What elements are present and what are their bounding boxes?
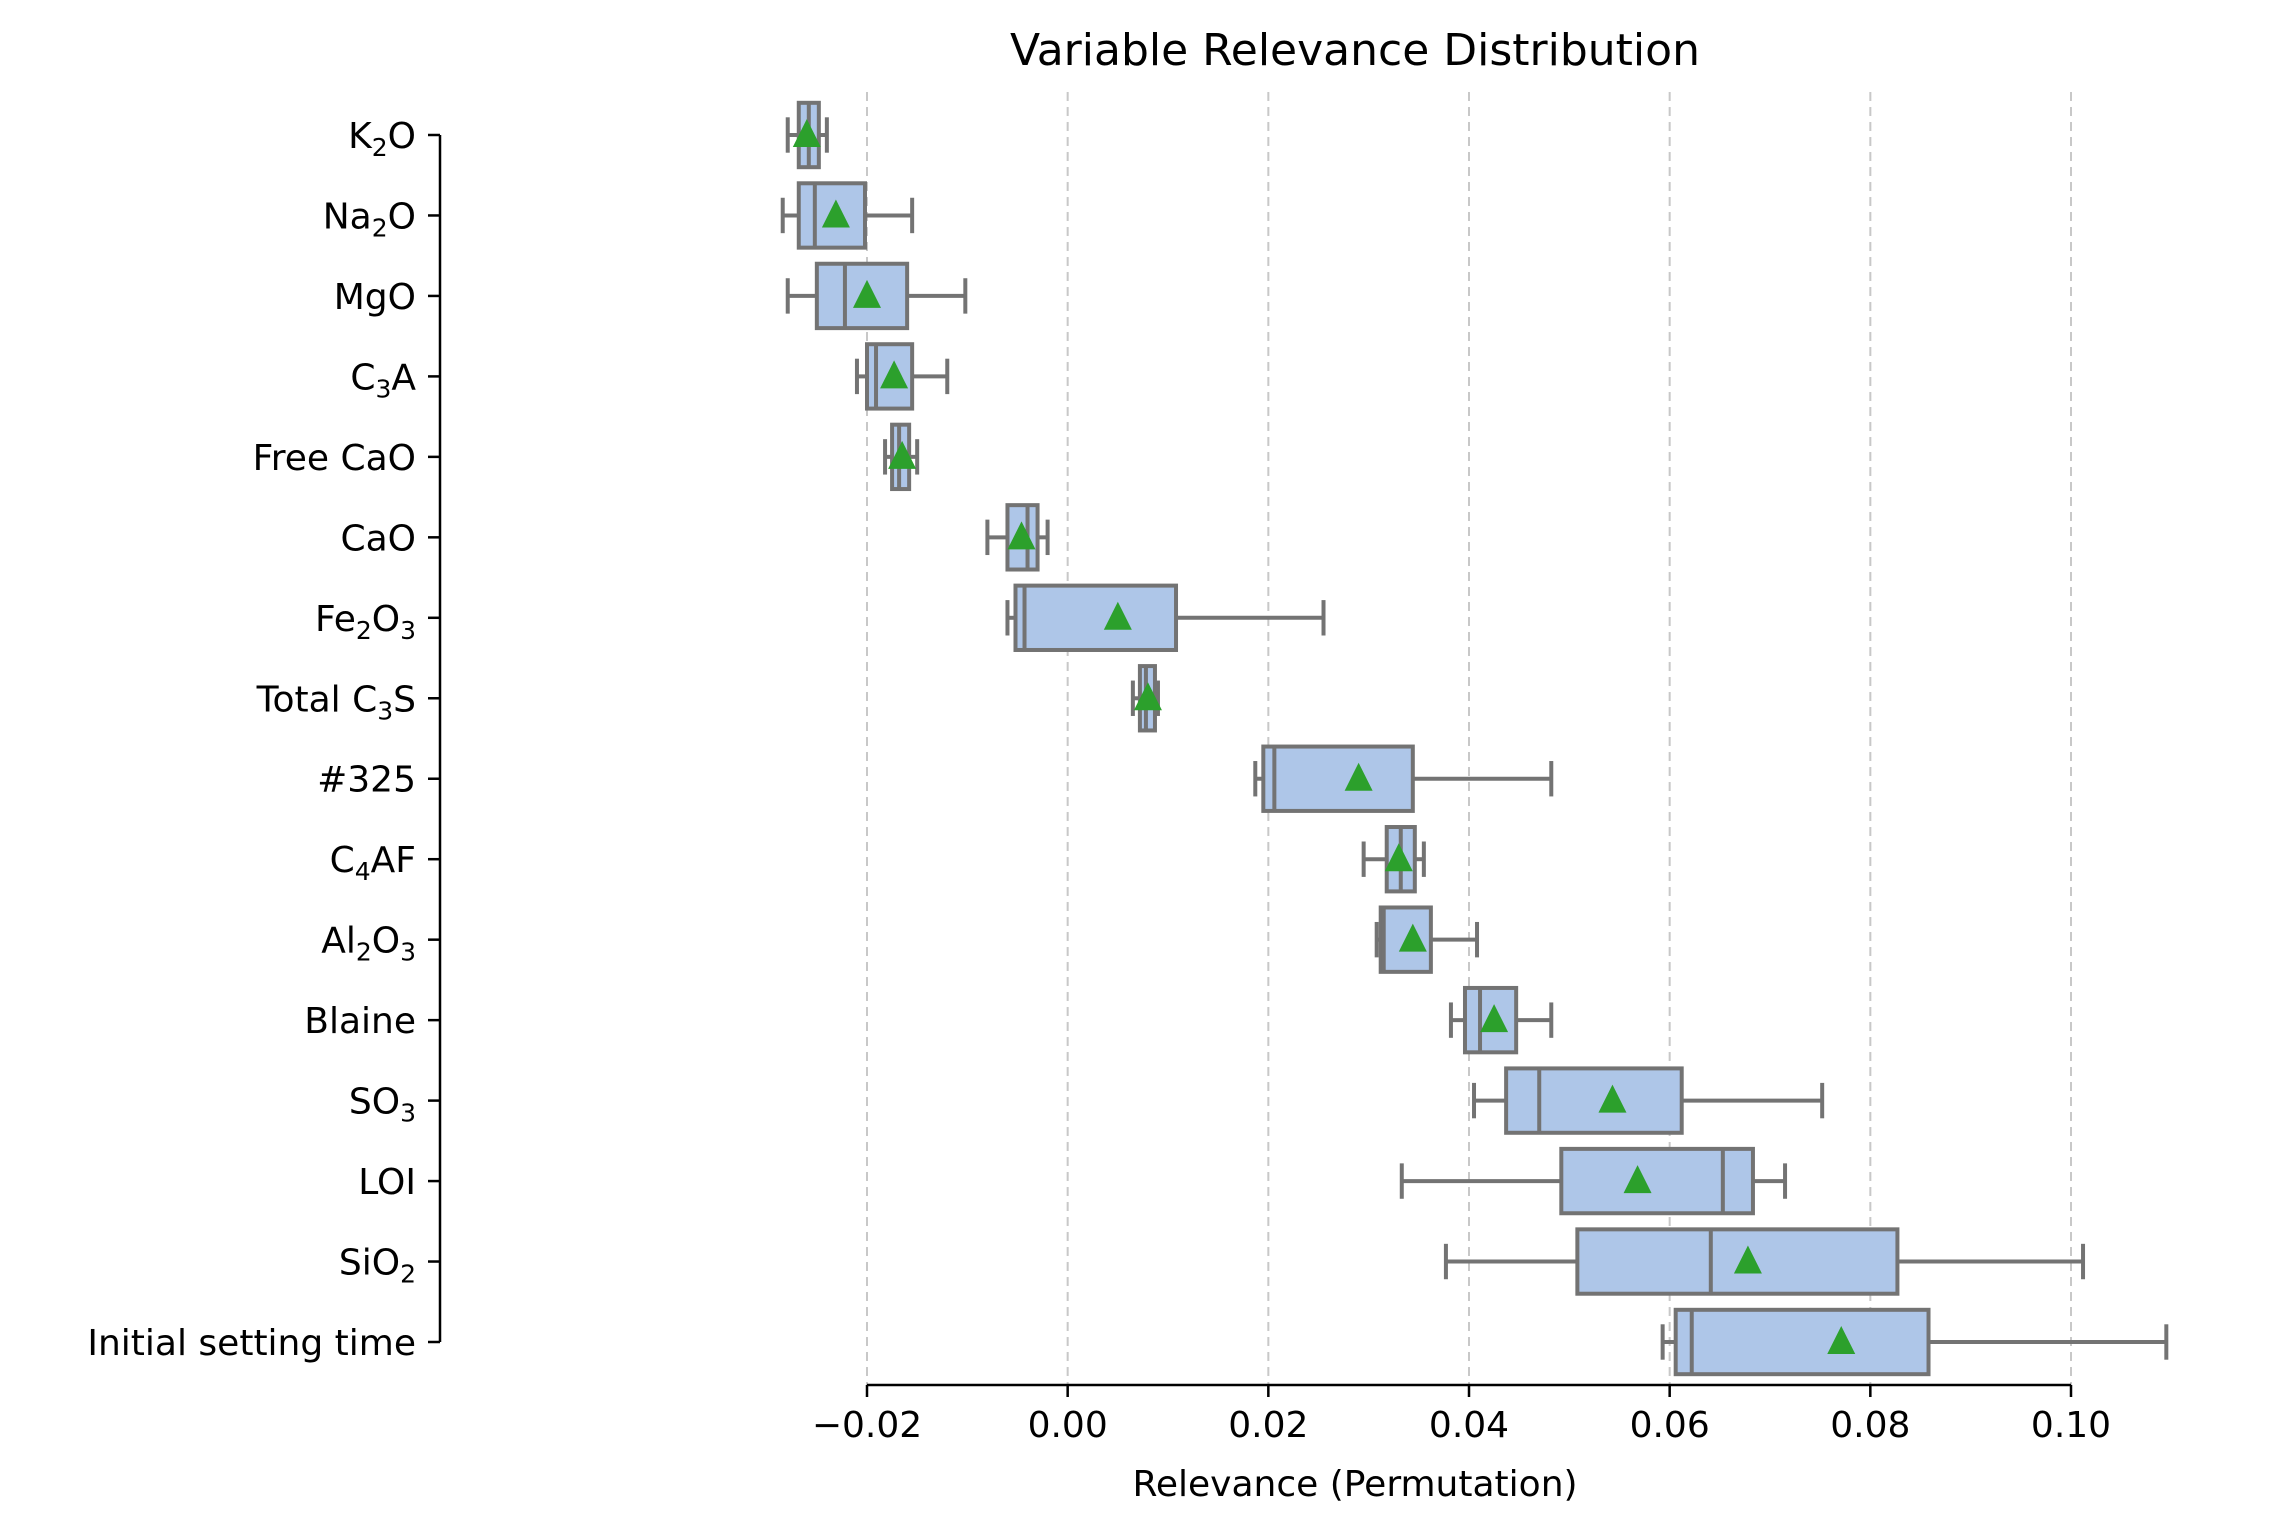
mean-marker bbox=[821, 199, 850, 228]
box-group bbox=[1443, 1227, 2086, 1296]
box-group bbox=[1660, 1307, 2169, 1377]
x-tick-label: 0.10 bbox=[2031, 1405, 2111, 1446]
y-tick-text: S bbox=[393, 679, 416, 720]
y-tick-text: K bbox=[348, 116, 373, 157]
y-tick-text: Blaine bbox=[304, 1001, 416, 1042]
boxes bbox=[780, 100, 2169, 1377]
box bbox=[1673, 1307, 1931, 1377]
y-tick-text: Al bbox=[321, 921, 356, 962]
y-tick-text: Na bbox=[323, 196, 372, 237]
box bbox=[1504, 1066, 1684, 1135]
mean-marker bbox=[1827, 1326, 1856, 1354]
axes: −0.02 0.00 0.02 0.04 0.06 0.08 0.10K2ONa2OMgOC… bbox=[87, 116, 2111, 1446]
box-group bbox=[1005, 583, 1326, 652]
mean-marker bbox=[1733, 1245, 1762, 1274]
y-tick-subscript: 2 bbox=[356, 938, 372, 967]
mean-marker bbox=[1384, 843, 1413, 872]
y-tick-subscript: 3 bbox=[375, 374, 391, 403]
y-tick-label: #325 bbox=[317, 760, 416, 801]
y-tick-subscript: 3 bbox=[400, 616, 416, 645]
y-tick-subscript: 2 bbox=[372, 213, 388, 242]
mean-marker bbox=[853, 279, 881, 308]
box-group bbox=[1374, 905, 1480, 974]
y-tick-text: O bbox=[372, 599, 400, 640]
box-group bbox=[1448, 985, 1554, 1055]
y-tick-subscript: 2 bbox=[400, 1260, 416, 1289]
y-tick-text: Initial setting time bbox=[87, 1323, 416, 1364]
mean-marker bbox=[1598, 1084, 1627, 1113]
y-tick-label: Na2O bbox=[323, 196, 416, 242]
x-tick-label: 0.08 bbox=[1830, 1405, 1910, 1446]
mean-marker bbox=[792, 119, 821, 147]
x-axis-label: Relevance (Permutation) bbox=[1132, 1464, 1577, 1505]
y-tick-text: LOI bbox=[358, 1162, 416, 1203]
y-tick-text: SiO bbox=[339, 1243, 400, 1284]
box-group bbox=[785, 100, 829, 170]
y-tick-subscript: 3 bbox=[400, 1099, 416, 1128]
box bbox=[1261, 744, 1415, 813]
y-tick-text: MgO bbox=[334, 277, 416, 318]
mean-marker bbox=[1103, 601, 1132, 630]
y-tick-text: O bbox=[388, 116, 416, 157]
y-tick-subscript: 2 bbox=[372, 133, 388, 162]
y-tick-label: Free CaO bbox=[253, 438, 416, 479]
y-tick-text: O bbox=[372, 921, 400, 962]
mean-marker bbox=[888, 440, 917, 469]
y-tick-label: C3A bbox=[350, 357, 416, 403]
mean-marker bbox=[1623, 1165, 1652, 1194]
mean-marker bbox=[1480, 1004, 1509, 1033]
y-tick-label: K2O bbox=[348, 116, 416, 162]
box bbox=[1575, 1227, 1900, 1296]
mean-marker bbox=[1398, 923, 1427, 952]
chart-title: Variable Relevance Distribution bbox=[1010, 25, 1700, 76]
y-tick-text: C bbox=[330, 840, 355, 881]
y-tick-text: SO bbox=[349, 1082, 400, 1123]
y-tick-label: C4AF bbox=[330, 840, 416, 886]
y-tick-label: MgO bbox=[334, 277, 416, 318]
y-tick-label: Blaine bbox=[304, 1001, 416, 1042]
y-tick-text: C bbox=[350, 357, 375, 398]
y-tick-label: Al2O3 bbox=[321, 921, 416, 967]
box-group bbox=[1130, 664, 1162, 733]
y-tick-label: Total C3S bbox=[256, 679, 416, 725]
box-group bbox=[1361, 825, 1426, 894]
box-group bbox=[1253, 744, 1554, 813]
y-tick-text: A bbox=[391, 357, 416, 398]
box-group bbox=[1399, 1146, 1788, 1216]
x-tick-label: 0.00 bbox=[1028, 1405, 1108, 1446]
y-tick-text: Total C bbox=[256, 679, 378, 720]
y-tick-subscript: 2 bbox=[356, 616, 372, 645]
y-tick-subscript: 3 bbox=[377, 696, 393, 725]
y-tick-text: AF bbox=[371, 840, 416, 881]
mean-marker bbox=[1007, 521, 1036, 550]
x-tick-label: 0.06 bbox=[1630, 1405, 1710, 1446]
y-tick-label: CaO bbox=[340, 518, 416, 559]
y-tick-subscript: 3 bbox=[400, 938, 416, 967]
y-tick-label: Fe2O3 bbox=[315, 599, 416, 645]
box bbox=[1013, 583, 1179, 652]
box-group bbox=[785, 261, 968, 331]
box-group bbox=[780, 181, 915, 250]
mean-marker bbox=[880, 360, 909, 389]
box-group bbox=[854, 342, 950, 411]
y-tick-text: Fe bbox=[315, 599, 356, 640]
box-group bbox=[985, 503, 1050, 572]
box-group bbox=[1472, 1066, 1825, 1135]
y-tick-text: O bbox=[388, 196, 416, 237]
x-tick-label: 0.04 bbox=[1429, 1405, 1509, 1446]
y-tick-label: LOI bbox=[358, 1162, 416, 1203]
box-group bbox=[883, 422, 920, 492]
y-tick-text: #325 bbox=[317, 760, 416, 801]
x-tick-label: −0.02 bbox=[812, 1405, 922, 1446]
y-tick-text: CaO bbox=[340, 518, 416, 559]
x-tick-label: 0.02 bbox=[1228, 1405, 1308, 1446]
mean-marker bbox=[1344, 762, 1373, 791]
mean-marker bbox=[1133, 682, 1162, 711]
y-tick-subscript: 4 bbox=[355, 857, 371, 886]
y-tick-label: Initial setting time bbox=[87, 1323, 416, 1364]
y-tick-label: SiO2 bbox=[339, 1243, 416, 1289]
y-tick-text: Free CaO bbox=[253, 438, 416, 479]
y-tick-label: SO3 bbox=[349, 1082, 416, 1128]
